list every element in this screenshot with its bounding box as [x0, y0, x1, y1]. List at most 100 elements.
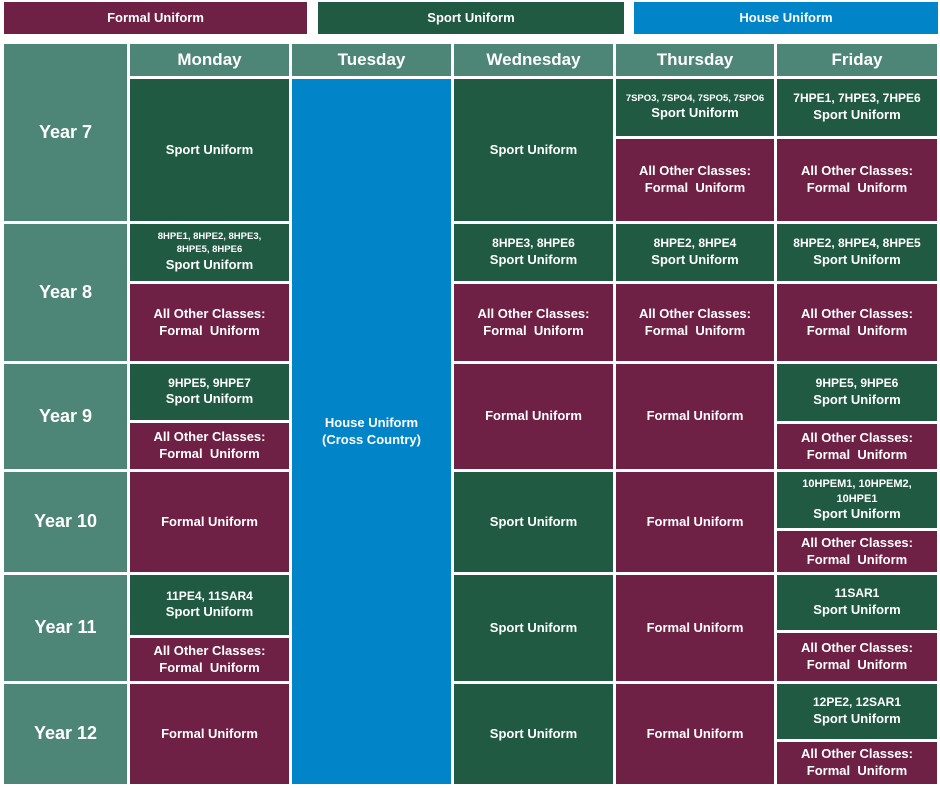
- cross-country-label: (Cross Country): [322, 431, 421, 447]
- uniform-label: Sport Uniform: [813, 601, 901, 617]
- y10-friday-formal: All Other Classes: Formal Uniform: [777, 531, 937, 572]
- row-header-year-11: Year 11: [4, 575, 127, 681]
- y9-monday-sport: 9HPE5, 9HPE7 Sport Uniform: [130, 364, 289, 420]
- uniform-label: Formal Uniform: [806, 180, 908, 195]
- y10-wednesday-sport: Sport Uniform: [454, 472, 613, 572]
- uniform-label: Formal Uniform: [646, 408, 744, 424]
- class-list: 10HPEM1, 10HPEM2, 10HPE1: [802, 477, 912, 505]
- y11-friday-formal: All Other Classes: Formal Uniform: [777, 633, 937, 681]
- legend-house-label: House Uniform: [739, 9, 833, 25]
- uniform-label: Formal Uniform: [644, 180, 746, 195]
- year-7-label: Year 7: [38, 121, 93, 142]
- y10-friday-sport: 10HPEM1, 10HPEM2, 10HPE1 Sport Uniform: [777, 472, 937, 528]
- y9-friday-formal: All Other Classes: Formal Uniform: [777, 424, 937, 469]
- uniform-label: Sport Uniform: [165, 604, 254, 620]
- house-uniform-label: House Uniform: [324, 414, 419, 430]
- uniform-label: Sport Uniform: [165, 256, 254, 272]
- all-other-label: All Other Classes:: [801, 429, 913, 445]
- y9-friday-sport: 9HPE5, 9HPE6 Sport Uniform: [777, 364, 937, 421]
- uniform-label: Formal Uniform: [806, 657, 908, 672]
- y7-friday-formal: All Other Classes: Formal Uniform: [777, 139, 937, 221]
- uniform-label: Formal Uniform: [806, 551, 908, 567]
- y10-monday-formal: Formal Uniform: [130, 472, 289, 572]
- uniform-label: Formal Uniform: [646, 619, 744, 635]
- class-list: 8HPE2, 8HPE4, 8HPE5: [793, 236, 921, 251]
- uniform-label: Formal Uniform: [644, 322, 746, 338]
- y10-thursday-formal: Formal Uniform: [616, 472, 774, 572]
- legend-formal-label: Formal Uniform: [107, 9, 204, 25]
- all-other-label: All Other Classes:: [639, 305, 751, 321]
- y8-thursday-sport: 8HPE2, 8HPE4 Sport Uniform: [616, 224, 774, 281]
- all-other-label: All Other Classes:: [477, 305, 590, 321]
- y8-wednesday-sport: 8HPE3, 8HPE6 Sport Uniform: [454, 224, 613, 281]
- y9-thursday-formal: Formal Uniform: [616, 364, 774, 469]
- tuesday-house-uniform: House Uniform (Cross Country): [292, 79, 451, 784]
- header-wednesday: Wednesday: [454, 44, 613, 76]
- uniform-label: Sport Uniform: [651, 105, 739, 121]
- uniform-label: Formal Uniform: [161, 725, 258, 741]
- y11-friday-sport: 11SAR1 Sport Uniform: [777, 575, 937, 630]
- header-tuesday-label: Tuesday: [337, 49, 406, 69]
- header-friday: Friday: [777, 44, 937, 76]
- uniform-label: Sport Uniform: [165, 391, 254, 407]
- row-header-year-7: Year 7: [4, 44, 127, 221]
- y7-wednesday-sport: Sport Uniform: [454, 79, 613, 221]
- class-list: 9HPE5, 9HPE6: [815, 376, 899, 391]
- y8-monday-sport: 8HPE1, 8HPE2, 8HPE3, 8HPE5, 8HPE6 Sport …: [130, 224, 289, 281]
- header-wednesday-label: Wednesday: [486, 49, 581, 69]
- uniform-label: Formal Uniform: [485, 408, 582, 424]
- all-other-label: All Other Classes:: [801, 305, 913, 321]
- uniform-label: Formal Uniform: [159, 322, 260, 338]
- all-other-label: All Other Classes:: [153, 642, 266, 658]
- uniform-label: Formal Uniform: [646, 725, 744, 741]
- uniform-label: Sport Uniform: [813, 710, 901, 726]
- class-list: 11PE4, 11SAR4: [166, 588, 253, 603]
- all-other-label: All Other Classes:: [639, 163, 751, 179]
- legend-sport-label: Sport Uniform: [427, 9, 515, 25]
- y11-wednesday-sport: Sport Uniform: [454, 575, 613, 681]
- all-other-label: All Other Classes:: [801, 163, 913, 179]
- uniform-label: Sport Uniform: [489, 619, 578, 635]
- uniform-label: Sport Uniform: [489, 141, 578, 157]
- uniform-label: Sport Uniform: [651, 251, 739, 267]
- year-8-label: Year 8: [38, 281, 93, 302]
- header-friday-label: Friday: [831, 49, 883, 69]
- y9-monday-formal: All Other Classes: Formal Uniform: [130, 423, 289, 469]
- uniform-label: Sport Uniform: [489, 251, 578, 267]
- row-header-year-9: Year 9: [4, 364, 127, 469]
- y7-thursday-formal: All Other Classes: Formal Uniform: [616, 139, 774, 221]
- uniform-label: Formal Uniform: [483, 322, 584, 338]
- y11-monday-formal: All Other Classes: Formal Uniform: [130, 638, 289, 681]
- y7-monday-sport: Sport Uniform: [130, 79, 289, 221]
- class-list: 7HPE1, 7HPE3, 7HPE6: [793, 91, 921, 106]
- y12-friday-sport: 12PE2, 12SAR1 Sport Uniform: [777, 684, 937, 739]
- class-list: 8HPE3, 8HPE6: [492, 236, 575, 251]
- uniform-label: Formal Uniform: [159, 446, 260, 461]
- y8-thursday-formal: All Other Classes: Formal Uniform: [616, 284, 774, 361]
- class-list: 11SAR1: [834, 586, 880, 601]
- uniform-label: Sport Uniform: [489, 513, 578, 529]
- y8-friday-formal: All Other Classes: Formal Uniform: [777, 284, 937, 361]
- uniform-label: Formal Uniform: [806, 446, 908, 462]
- uniform-label: Sport Uniform: [813, 251, 901, 267]
- header-monday-label: Monday: [177, 49, 242, 69]
- uniform-label: Formal Uniform: [159, 659, 260, 675]
- y12-friday-formal: All Other Classes: Formal Uniform: [777, 742, 937, 784]
- y8-monday-formal: All Other Classes: Formal Uniform: [130, 284, 289, 361]
- row-header-year-12: Year 12: [4, 684, 127, 784]
- header-thursday-label: Thursday: [656, 49, 734, 69]
- all-other-label: All Other Classes:: [801, 746, 913, 762]
- class-list: 8HPE2, 8HPE4: [653, 236, 737, 251]
- uniform-label: Sport Uniform: [813, 106, 901, 122]
- y8-friday-sport: 8HPE2, 8HPE4, 8HPE5 Sport Uniform: [777, 224, 937, 281]
- year-12-label: Year 12: [33, 723, 98, 744]
- year-10-label: Year 10: [33, 511, 98, 532]
- legend-sport-uniform: Sport Uniform: [318, 2, 624, 34]
- y8-wednesday-formal: All Other Classes: Formal Uniform: [454, 284, 613, 361]
- uniform-label: Formal Uniform: [161, 513, 258, 529]
- y12-thursday-formal: Formal Uniform: [616, 684, 774, 784]
- y9-wednesday-formal: Formal Uniform: [454, 364, 613, 469]
- year-11-label: Year 11: [34, 617, 97, 638]
- y11-monday-sport: 11PE4, 11SAR4 Sport Uniform: [130, 575, 289, 635]
- year-9-label: Year 9: [38, 405, 93, 426]
